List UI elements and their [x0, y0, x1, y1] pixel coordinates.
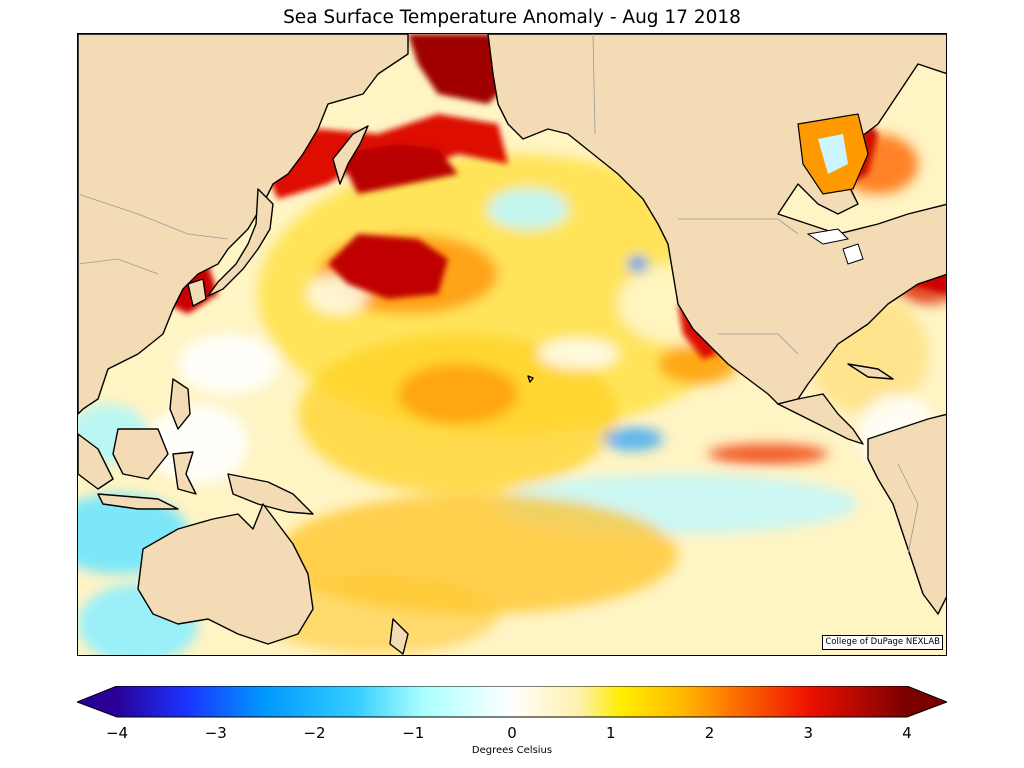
colorbar-tick-label: −2	[303, 724, 326, 742]
asia-landmass	[78, 34, 409, 415]
central-america	[777, 393, 864, 445]
colorbar-tick-label: −3	[204, 724, 227, 742]
hawaii	[527, 375, 534, 383]
map-title: Sea Surface Temperature Anomaly - Aug 17…	[283, 7, 741, 28]
colorbar-tick-label: −1	[402, 724, 425, 742]
colorbar-tick-label: 4	[902, 724, 912, 742]
cuba	[847, 363, 894, 380]
korea	[187, 278, 207, 307]
great-lakes	[806, 228, 864, 265]
borneo	[112, 428, 169, 480]
colorbar-label: Degrees Celsius	[471, 745, 553, 756]
colorbar-tick-label: 2	[704, 724, 715, 742]
political-borders	[78, 34, 919, 555]
japan	[207, 188, 274, 297]
colorbar-body	[77, 686, 947, 718]
philippines	[169, 378, 191, 430]
sulawesi	[172, 451, 197, 495]
colorbar-tick-label: −4	[105, 724, 129, 742]
australia	[137, 503, 314, 645]
sst-anomaly-map: College of DuPage NEXLAB	[77, 33, 947, 656]
colorbar-tick-label: 1	[605, 724, 616, 742]
new-zealand	[389, 618, 409, 655]
new-guinea	[227, 473, 314, 515]
credit-label: College of DuPage NEXLAB	[822, 635, 943, 650]
colorbar	[77, 686, 947, 718]
colorbar-tick-label: 3	[803, 724, 814, 742]
indonesia-west	[78, 433, 114, 490]
kamchatka	[332, 125, 369, 185]
colorbar-tick-label: 0	[507, 724, 517, 742]
south-america	[867, 413, 946, 615]
map-canvas	[78, 34, 946, 655]
java	[97, 493, 179, 510]
anomaly-field	[78, 134, 946, 655]
